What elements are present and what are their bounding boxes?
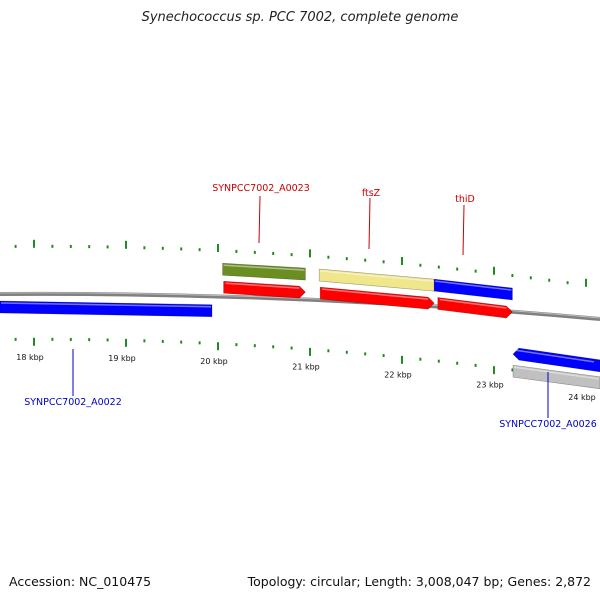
tick-label: 19 kbp <box>108 354 136 363</box>
feature-highlight <box>223 264 305 271</box>
gene-label[interactable]: SYNPCC7002_A0023 <box>212 183 310 194</box>
gene-feature[interactable] <box>512 347 600 373</box>
tick-marks-outer <box>14 239 587 287</box>
tick-label: 23 kbp <box>476 381 504 390</box>
feature-highlight <box>225 282 300 289</box>
feature-highlight <box>513 366 600 380</box>
label-leader-line <box>258 195 261 244</box>
tick-label: 18 kbp <box>16 353 44 362</box>
feature-track <box>0 262 600 390</box>
gene-label[interactable]: SYNPCC7002_A0022 <box>24 397 122 408</box>
tick-label: 20 kbp <box>200 357 228 366</box>
cds-feature[interactable] <box>223 280 306 299</box>
feature-highlight <box>514 349 595 363</box>
gene-feature[interactable] <box>512 364 600 390</box>
feature-highlight <box>435 280 512 291</box>
gene-feature[interactable] <box>0 300 213 318</box>
genome-stats-label: Topology: circular; Length: 3,008,047 bp… <box>247 574 591 589</box>
gene-label[interactable]: thiD <box>455 194 475 205</box>
feature-highlight <box>0 302 212 308</box>
cds-feature[interactable] <box>437 297 513 319</box>
genome-backbone <box>0 291 600 321</box>
feature-highlight <box>322 288 429 300</box>
tick-label: 24 kbp <box>568 393 596 402</box>
gene-feature[interactable] <box>433 278 513 301</box>
feature-highlight <box>439 298 507 309</box>
genome-backbone-highlight <box>0 292 600 319</box>
gene-labels: SYNPCC7002_A0023 ftsZ thiD SYNPCC7002_A0022… <box>24 183 597 430</box>
map-title: Synechococcus sp. PCC 7002, complete gen… <box>141 10 459 25</box>
label-leader-line <box>368 197 371 250</box>
scale-tick-labels: 18 kbp 19 kbp 20 kbp 21 kbp 22 kbp 23 kbp 24 k… <box>16 353 596 402</box>
gene-feature[interactable] <box>222 262 306 281</box>
feature-highlight <box>320 270 434 282</box>
tick-label: 22 kbp <box>384 370 412 379</box>
label-leader-line <box>462 204 465 256</box>
gene-feature[interactable] <box>318 268 435 292</box>
gene-label[interactable]: ftsZ <box>362 188 381 199</box>
tick-label: 21 kbp <box>292 363 320 372</box>
gene-label[interactable]: SYNPCC7002_A0026 <box>499 419 597 430</box>
accession-label: Accession: NC_010475 <box>9 574 152 589</box>
cds-feature[interactable] <box>319 286 435 310</box>
